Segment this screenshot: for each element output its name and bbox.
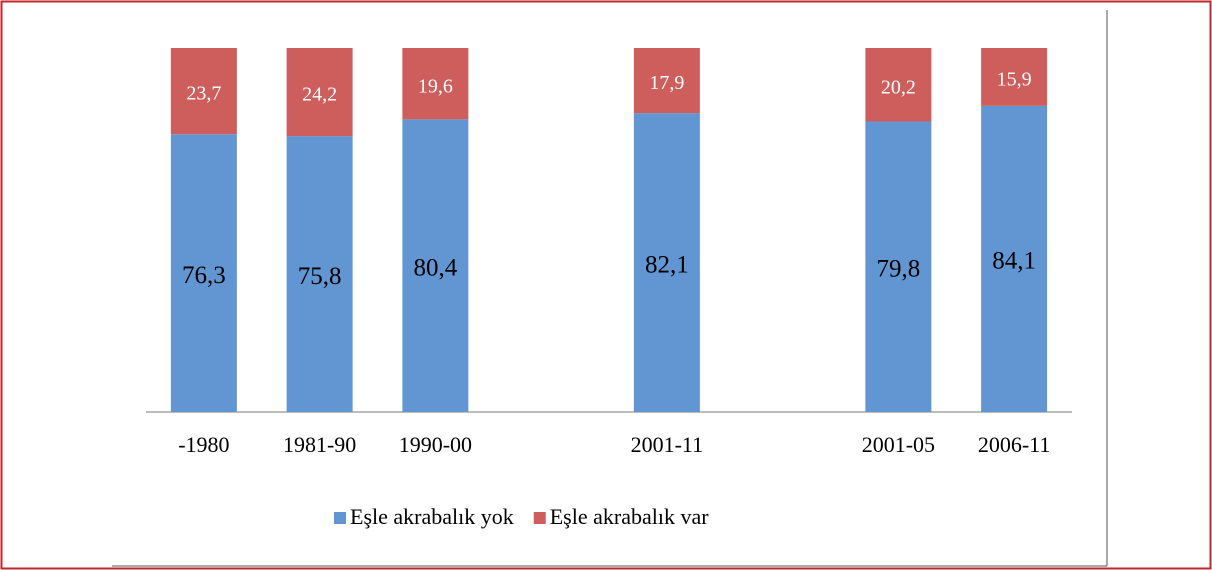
legend-swatch (334, 512, 346, 524)
data-label: 80,4 (414, 254, 458, 281)
legend-label: Eşle akrabalık yok (350, 504, 514, 529)
x-tick-label: 1990-00 (399, 432, 472, 457)
data-label: 79,8 (877, 255, 921, 282)
data-label: 20,2 (881, 76, 916, 98)
bar-segment (865, 121, 932, 412)
data-label: 82,1 (645, 251, 689, 278)
bar-segment (170, 48, 237, 135)
data-label: 15,9 (997, 69, 1032, 91)
x-tick-label: 2006-11 (978, 432, 1051, 457)
x-tick-label: 2001-11 (631, 432, 704, 457)
bar-segment (402, 48, 469, 120)
x-tick-label: 2001-05 (862, 432, 935, 457)
bar-segment (402, 119, 469, 413)
bar-segment (981, 105, 1048, 412)
bar-segment (633, 113, 700, 412)
bar-segment (865, 48, 932, 122)
bar-segment (286, 48, 353, 137)
bar-segment (981, 48, 1048, 106)
legend-swatch (533, 512, 546, 524)
bar-segment (170, 134, 237, 412)
legend-label: Eşle akrabalık var (550, 504, 709, 529)
data-label: 19,6 (418, 75, 453, 97)
data-label: 84,1 (992, 248, 1036, 275)
bar-segment (633, 48, 700, 114)
bar-segment (286, 136, 353, 412)
data-label: 24,2 (302, 84, 337, 106)
x-tick-label: 1981-90 (283, 432, 356, 457)
data-label: 23,7 (186, 83, 221, 105)
data-label: 76,3 (182, 262, 226, 289)
data-label: 75,8 (298, 263, 342, 290)
x-tick-label: -1980 (178, 432, 229, 457)
data-label: 17,9 (649, 72, 684, 94)
